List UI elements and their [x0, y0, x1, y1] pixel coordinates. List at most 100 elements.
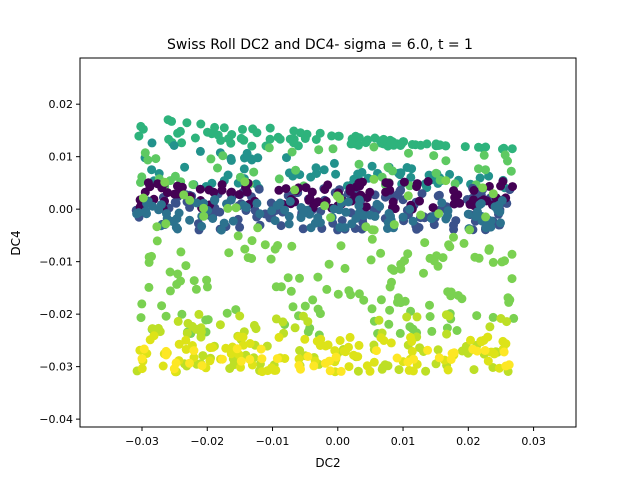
x-tick-label: 0.01	[391, 435, 416, 448]
scatter-point	[460, 142, 470, 152]
y-tick-label: 0.02	[49, 98, 74, 111]
scatter-point	[149, 331, 159, 341]
scatter-point	[452, 326, 462, 335]
scatter-point	[322, 284, 332, 294]
scatter-point	[189, 276, 199, 286]
scatter-point	[381, 178, 391, 188]
scatter-point	[219, 218, 229, 228]
scatter-point	[152, 236, 162, 246]
scatter-point	[434, 353, 444, 363]
scatter-point	[442, 329, 452, 339]
scatter-point	[236, 356, 246, 366]
scatter-point	[404, 148, 413, 158]
scatter-point	[509, 313, 519, 323]
scatter-point	[337, 216, 347, 225]
scatter-point	[489, 349, 499, 359]
scatter-point	[362, 361, 372, 371]
scatter-point	[240, 153, 249, 163]
scatter-point	[415, 196, 424, 206]
scatter-point	[353, 169, 363, 179]
scatter-point	[245, 339, 255, 348]
scatter-point	[344, 362, 354, 372]
scatter-point	[323, 180, 333, 190]
scatter-point	[379, 336, 389, 345]
scatter-point	[316, 334, 326, 344]
scatter-point	[372, 199, 382, 209]
scatter-point	[466, 335, 475, 345]
scatter-point	[407, 140, 417, 149]
scatter-point	[381, 187, 391, 197]
scatter-point	[271, 282, 281, 292]
scatter-point	[274, 185, 284, 195]
scatter-point	[425, 312, 435, 321]
scatter-point	[139, 344, 149, 354]
scatter-point	[416, 210, 426, 220]
scatter-point	[203, 127, 212, 137]
scatter-point	[329, 204, 339, 214]
scatter-point	[140, 148, 150, 158]
scatter-point	[216, 135, 226, 145]
scatter-point	[396, 168, 406, 178]
scatter-point	[474, 142, 483, 152]
scatter-point	[374, 315, 384, 325]
scatter-point	[162, 209, 171, 219]
scatter-point	[147, 165, 157, 175]
scatter-point	[399, 177, 409, 187]
scatter-point	[196, 332, 206, 342]
scatter-point	[300, 334, 310, 344]
scatter-point	[173, 316, 183, 326]
scatter-point	[488, 363, 498, 372]
scatter-point	[191, 284, 201, 294]
scatter-point	[395, 328, 405, 338]
scatter-point	[311, 163, 321, 173]
scatter-point	[305, 193, 315, 203]
scatter-point	[441, 156, 451, 166]
y-tick-label: −0.02	[39, 308, 73, 321]
scatter-point	[195, 184, 205, 194]
scatter-point	[161, 311, 171, 321]
scatter-point	[286, 286, 296, 296]
scatter-point	[351, 131, 361, 141]
scatter-point	[294, 361, 304, 370]
scatter-point	[154, 323, 163, 333]
scatter-point	[347, 219, 357, 229]
scatter-point	[423, 345, 433, 355]
scatter-point	[481, 223, 491, 233]
scatter-point	[242, 202, 252, 212]
scatter-point	[206, 154, 216, 164]
y-tick-label: 0.01	[49, 151, 74, 164]
scatter-point	[323, 340, 333, 350]
scatter-point	[272, 354, 282, 364]
scatter-point	[298, 224, 308, 234]
scatter-point	[353, 366, 363, 376]
scatter-point	[190, 133, 200, 143]
scatter-point	[472, 311, 482, 321]
scatter-point	[499, 347, 509, 357]
scatter-point	[433, 141, 443, 150]
scatter-point	[446, 355, 456, 364]
scatter-point	[226, 349, 236, 359]
scatter-point	[253, 153, 263, 163]
scatter-point	[282, 153, 291, 163]
scatter-point	[132, 209, 142, 219]
scatter-point	[449, 232, 458, 242]
scatter-point	[354, 195, 364, 205]
scatter-point	[393, 293, 403, 303]
scatter-point	[181, 335, 191, 345]
scatter-point	[488, 312, 498, 322]
scatter-point	[409, 354, 419, 364]
scatter-point	[289, 126, 299, 136]
scatter-point	[171, 358, 181, 368]
scatter-point	[134, 131, 144, 141]
scatter-point	[199, 203, 209, 213]
scatter-point	[449, 348, 459, 358]
scatter-point	[222, 308, 232, 318]
scatter-point	[161, 350, 171, 360]
scatter-point	[469, 365, 479, 375]
scatter-point	[369, 142, 379, 152]
scatter-point	[359, 295, 369, 305]
scatter-point	[500, 256, 509, 266]
scatter-points	[131, 115, 519, 377]
scatter-point	[455, 198, 465, 208]
scatter-point	[233, 231, 243, 241]
